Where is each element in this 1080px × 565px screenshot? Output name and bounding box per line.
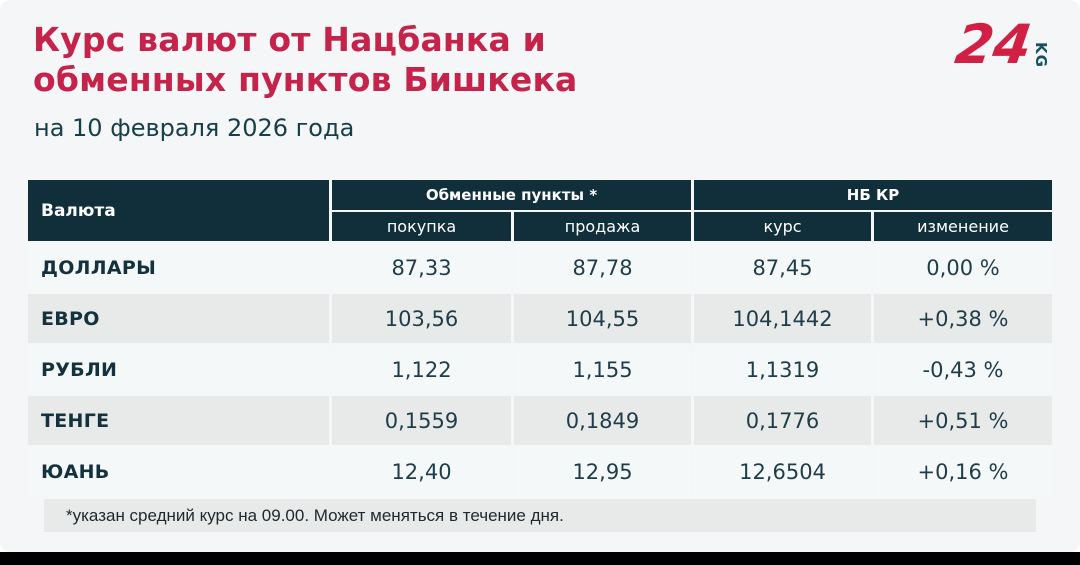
- row-yuan-sell: 12,95: [514, 447, 691, 496]
- row-rubles-buy: 1,122: [332, 345, 511, 394]
- logo-24kg: 24 KG: [951, 13, 1050, 76]
- row-yuan-buy: 12,40: [332, 447, 511, 496]
- row-dollars-change: 0,00 %: [874, 243, 1052, 292]
- infographic-card: Курс валют от Нацбанка и обменных пункто…: [0, 0, 1080, 552]
- row-yuan-change: +0,16 %: [874, 447, 1052, 496]
- row-euro-currency: ЕВРО: [28, 294, 329, 343]
- logo-24-icon: 24: [951, 13, 1036, 76]
- row-tenge-sell: 0,1849: [514, 396, 691, 445]
- logo-kg-label: KG: [1032, 42, 1050, 68]
- row-euro-change: +0,38 %: [874, 294, 1052, 343]
- row-euro-buy: 103,56: [332, 294, 511, 343]
- page-title-line1: Курс валют от Нацбанка и: [33, 20, 546, 59]
- date-subtitle: на 10 февраля 2026 года: [34, 114, 355, 142]
- footnote-average-rate: *указан средний курс на 09.00. Может мен…: [44, 499, 1036, 532]
- page-title: Курс валют от Нацбанка и обменных пункто…: [33, 20, 578, 100]
- row-tenge-buy: 0,1559: [332, 396, 511, 445]
- row-rubles-change: -0,43 %: [874, 345, 1052, 394]
- header-group-nbkr: НБ КР: [694, 180, 1052, 210]
- row-yuan-currency: ЮАНЬ: [28, 447, 329, 496]
- header-currency: Валюта: [28, 180, 329, 241]
- row-dollars-sell: 87,78: [514, 243, 691, 292]
- row-dollars-buy: 87,33: [332, 243, 511, 292]
- row-tenge-currency: ТЕНГЕ: [28, 396, 329, 445]
- header-rate: курс: [694, 212, 871, 241]
- header-group-exchange-points: Обменные пункты *: [332, 180, 691, 210]
- header-buy: покупка: [332, 212, 511, 241]
- bottom-black-bar: [0, 552, 1080, 565]
- row-euro-rate: 104,1442: [694, 294, 871, 343]
- page-title-line2: обменных пунктов Бишкека: [33, 60, 578, 99]
- currency-rates-table: Валюта Обменные пункты * НБ КР покупка п…: [28, 180, 1052, 496]
- row-tenge-change: +0,51 %: [874, 396, 1052, 445]
- row-rubles-currency: РУБЛИ: [28, 345, 329, 394]
- header-change: изменение: [874, 212, 1052, 241]
- row-dollars-rate: 87,45: [694, 243, 871, 292]
- row-euro-sell: 104,55: [514, 294, 691, 343]
- row-yuan-rate: 12,6504: [694, 447, 871, 496]
- row-tenge-rate: 0,1776: [694, 396, 871, 445]
- row-rubles-rate: 1,1319: [694, 345, 871, 394]
- row-rubles-sell: 1,155: [514, 345, 691, 394]
- header-sell: продажа: [514, 212, 691, 241]
- row-dollars-currency: ДОЛЛАРЫ: [28, 243, 329, 292]
